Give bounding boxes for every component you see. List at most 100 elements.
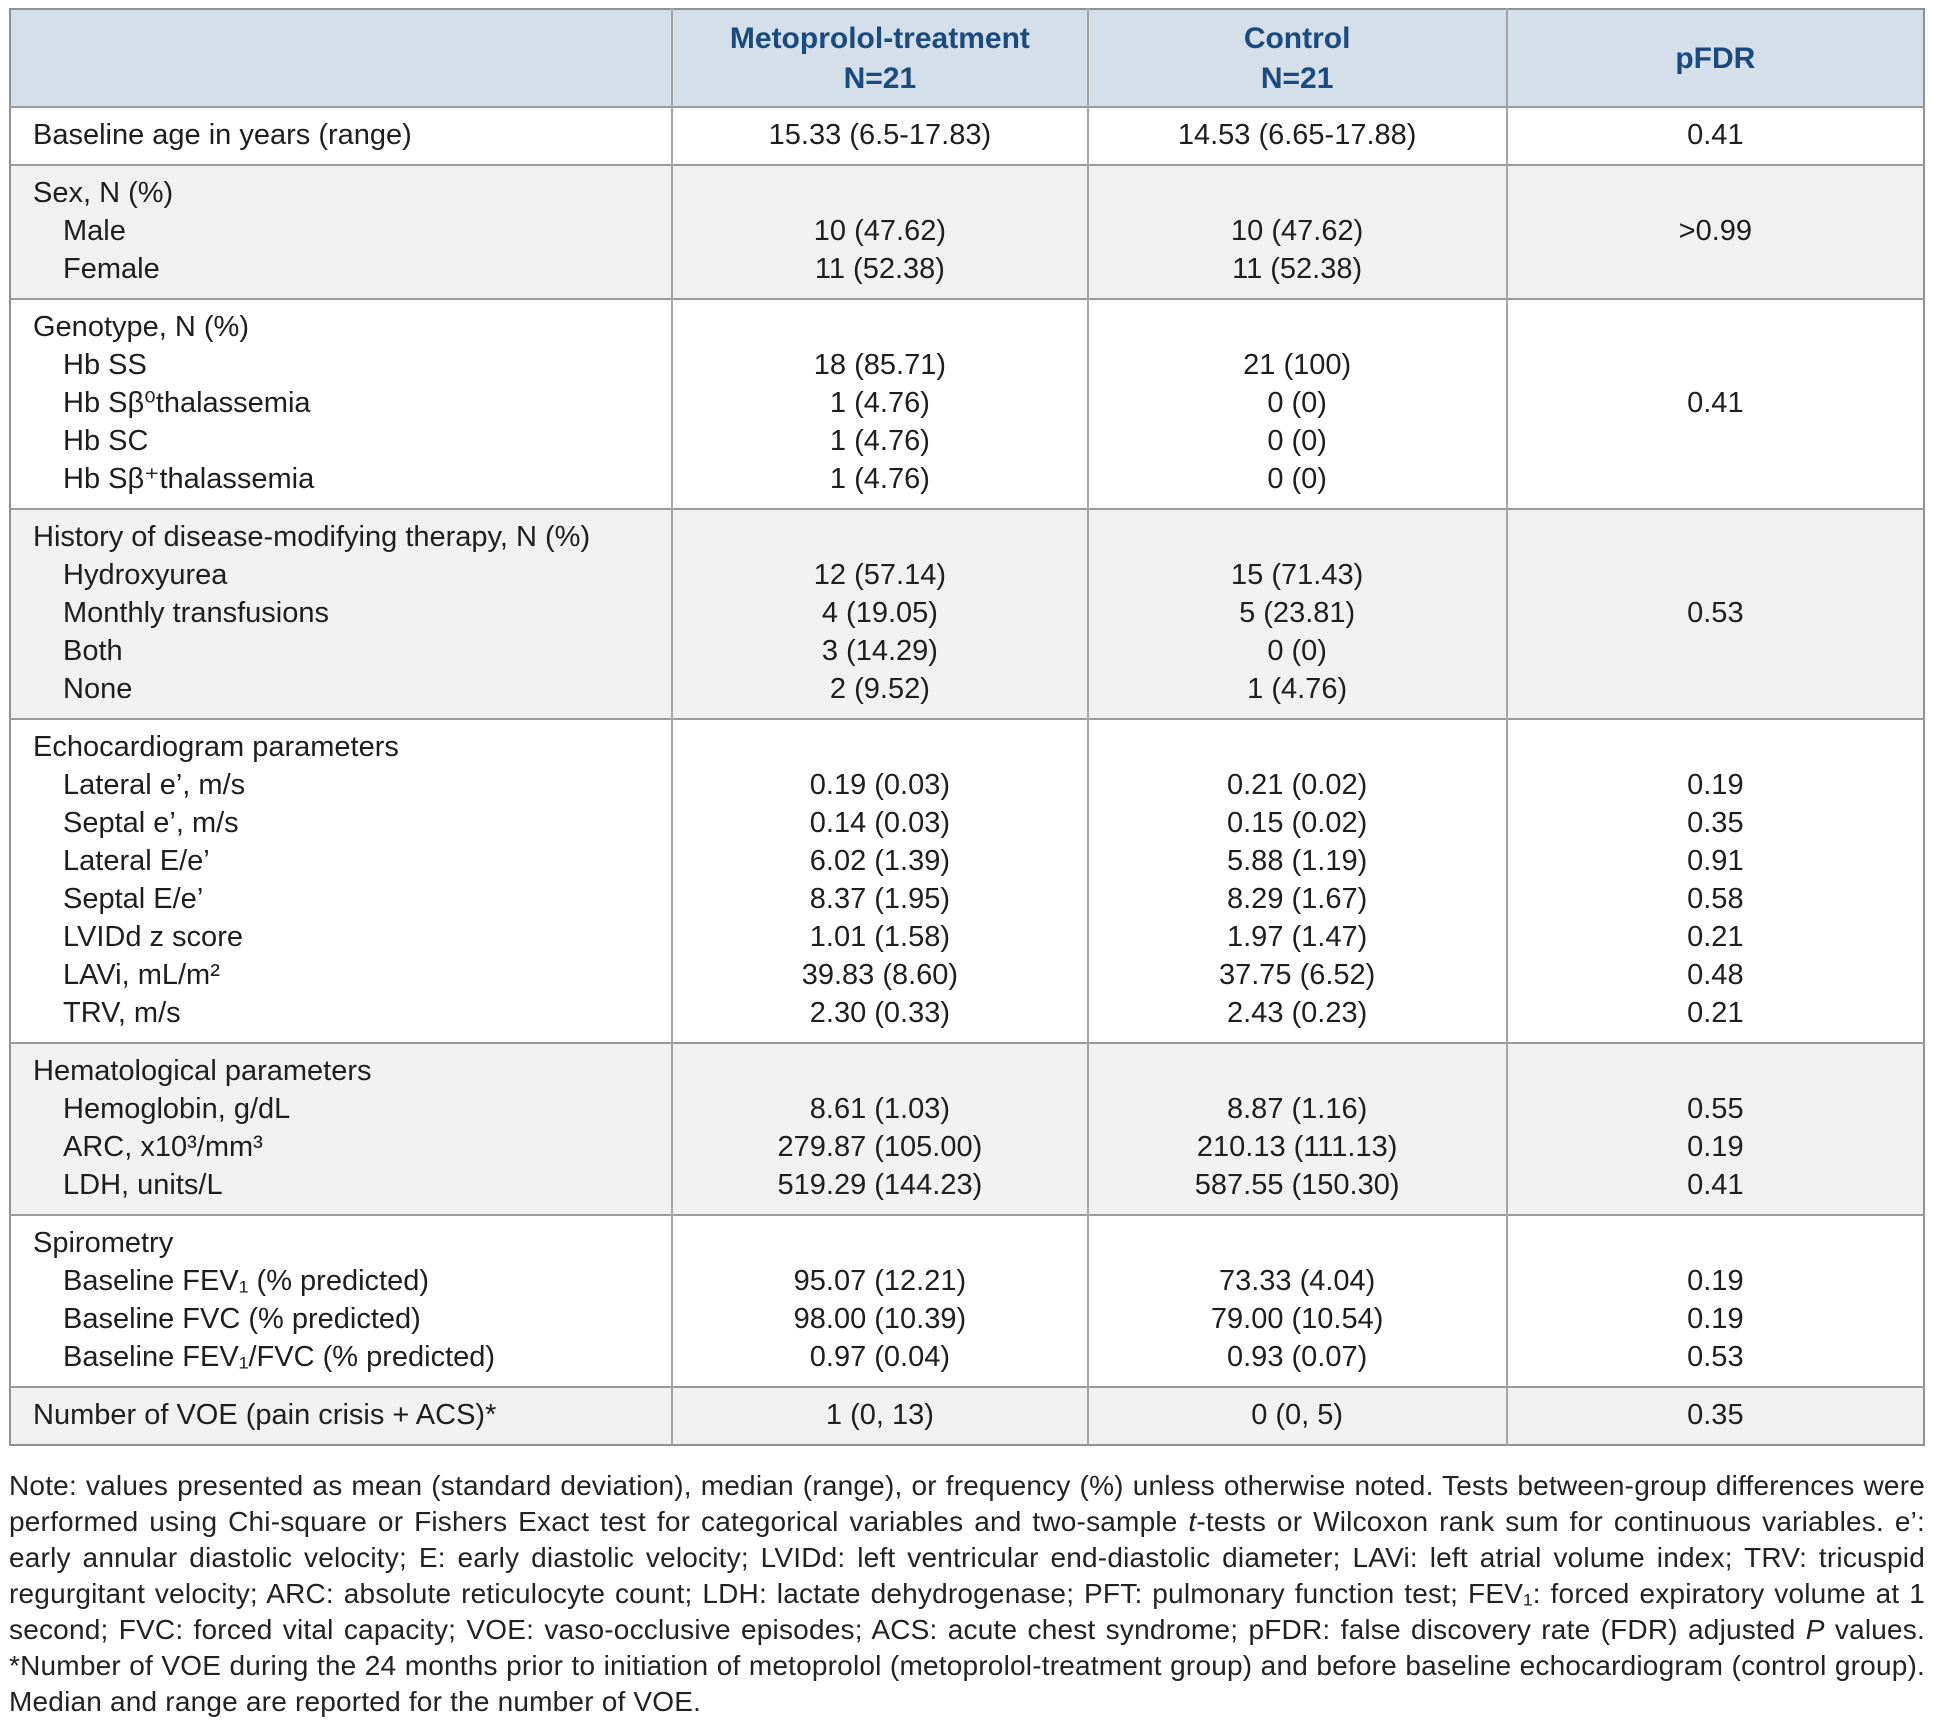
treatment-value: [671, 718, 1088, 766]
control-value: 0 (0): [1086, 422, 1507, 460]
treatment-value: [671, 508, 1088, 556]
pfdr-value: 0.19: [1505, 766, 1924, 804]
treatment-value: 0.19 (0.03): [671, 766, 1088, 804]
control-value: [1086, 508, 1507, 556]
treatment-value: 8.37 (1.95): [671, 880, 1088, 918]
table-row: Number of VOE (pain crisis + ACS)* 1 (0, …: [10, 1386, 1924, 1445]
control-value: 210.13 (111.13): [1086, 1128, 1507, 1166]
table-row: Spirometry: [10, 1214, 1924, 1262]
pfdr-value: [1505, 556, 1924, 594]
header-metoprolol-column: Metoprolol-treatment N=21: [671, 9, 1088, 107]
pfdr-value: >0.99: [1505, 212, 1924, 250]
control-value: 1.97 (1.47): [1086, 918, 1507, 956]
pfdr-value: [1505, 346, 1924, 384]
control-value: [1086, 298, 1507, 346]
row-label: Baseline FVC (% predicted): [63, 1303, 421, 1335]
row-label: None: [10, 670, 673, 719]
control-value: 1 (4.76): [1086, 670, 1507, 719]
table-row: None 2 (9.52) 1 (4.76): [10, 670, 1924, 719]
table-row: Monthly transfusions 4 (19.05) 5 (23.81) 0.…: [10, 594, 1924, 632]
pfdr-value: 0.41: [1505, 1166, 1924, 1215]
pfdr-value: 0.58: [1505, 880, 1924, 918]
pfdr-value: 0.41: [1505, 384, 1924, 422]
pfdr-value: [1505, 1214, 1924, 1262]
table-row: Hb SC 1 (4.76) 0 (0): [10, 422, 1924, 460]
control-value: 0 (0): [1086, 460, 1507, 509]
row-label: Hematological parameters: [10, 1042, 673, 1090]
row-label: TRV, m/s: [63, 997, 181, 1029]
table-row: Hb Sβ⁰thalassemia 1 (4.76) 0 (0) 0.41: [10, 384, 1924, 422]
pfdr-value: [1505, 1042, 1924, 1090]
table-row: LDH, units/L 519.29 (144.23) 587.55 (150.3…: [10, 1166, 1924, 1215]
table-section: History of disease-modifying therapy, N …: [10, 508, 1924, 719]
control-value: 11 (52.38): [1086, 250, 1507, 299]
row-label: Female: [10, 250, 673, 299]
control-value: 0.21 (0.02): [1086, 766, 1507, 804]
treatment-value: [671, 164, 1088, 212]
table-section: Sex, N (%) Male 10 (47.62) 10 (47.62) >0.99 F…: [10, 164, 1924, 299]
table-row: Hematological parameters: [10, 1042, 1924, 1090]
pfdr-value: 0.91: [1505, 842, 1924, 880]
row-label: Baseline age in years (range): [10, 106, 673, 165]
control-value: 0 (0): [1086, 384, 1507, 422]
table-row: TRV, m/s 2.30 (0.33) 2.43 (0.23) 0.21: [10, 994, 1924, 1043]
treatment-value: 4 (19.05): [671, 594, 1088, 632]
row-label: Septal E/e’: [63, 883, 204, 915]
pfdr-value: 0.19: [1505, 1300, 1924, 1338]
control-value: 21 (100): [1086, 346, 1507, 384]
treatment-value: 95.07 (12.21): [671, 1262, 1088, 1300]
table-section: Baseline age in years (range) 15.33 (6.5-…: [10, 106, 1924, 165]
header-empty-cell: [10, 9, 673, 107]
row-label: Baseline FEV₁ (% predicted): [63, 1265, 429, 1297]
treatment-value: 39.83 (8.60): [671, 956, 1088, 994]
pfdr-value: [1505, 632, 1924, 670]
table-row: Lateral e’, m/s 0.19 (0.03) 0.21 (0.02) 0.1…: [10, 766, 1924, 804]
control-value: 10 (47.62): [1086, 212, 1507, 250]
table-row: History of disease-modifying therapy, N …: [10, 508, 1924, 556]
row-label: Sex, N (%): [10, 164, 673, 212]
pfdr-value: [1505, 298, 1924, 346]
table-row: LAVi, mL/m² 39.83 (8.60) 37.75 (6.52) 0.48: [10, 956, 1924, 994]
pfdr-value: [1505, 718, 1924, 766]
table-row: Hb Sβ⁺thalassemia 1 (4.76) 0 (0): [10, 460, 1924, 509]
control-value: 37.75 (6.52): [1086, 956, 1507, 994]
treatment-value: 98.00 (10.39): [671, 1300, 1088, 1338]
table-section: Genotype, N (%) Hb SS 18 (85.71) 21 (100) Hb…: [10, 298, 1924, 509]
row-label: Hydroxyurea: [10, 556, 673, 594]
row-label: History of disease-modifying therapy, N …: [10, 508, 673, 556]
control-value: 14.53 (6.65-17.88): [1086, 106, 1507, 165]
pfdr-value: [1505, 508, 1924, 556]
row-label: Lateral E/e’: [63, 845, 210, 877]
pfdr-value: 0.35: [1505, 1386, 1924, 1445]
table-row: Baseline FVC (% predicted) 98.00 (10.39) 7…: [10, 1300, 1924, 1338]
header-line-n: N=21: [1260, 62, 1334, 95]
control-value: [1086, 1042, 1507, 1090]
table-row: Baseline FEV₁ (% predicted) 95.07 (12.21)…: [10, 1262, 1924, 1300]
table-row: Septal E/e’ 8.37 (1.95) 8.29 (1.67) 0.58: [10, 880, 1924, 918]
pfdr-value: 0.19: [1505, 1262, 1924, 1300]
treatment-value: 12 (57.14): [671, 556, 1088, 594]
treatment-value: 1 (0, 13): [671, 1386, 1088, 1445]
treatment-value: [671, 1214, 1088, 1262]
control-value: 0.93 (0.07): [1086, 1338, 1507, 1387]
treatment-value: 519.29 (144.23): [671, 1166, 1088, 1215]
control-value: [1086, 1214, 1507, 1262]
control-value: 5 (23.81): [1086, 594, 1507, 632]
treatment-value: 10 (47.62): [671, 212, 1088, 250]
table-row: Septal e’, m/s 0.14 (0.03) 0.15 (0.02) 0.35: [10, 804, 1924, 842]
treatment-value: 279.87 (105.00): [671, 1128, 1088, 1166]
treatment-value: 8.61 (1.03): [671, 1090, 1088, 1128]
table-row: Sex, N (%): [10, 164, 1924, 212]
row-label: Both: [10, 632, 673, 670]
table-row: Female 11 (52.38) 11 (52.38): [10, 250, 1924, 299]
table-row: Hemoglobin, g/dL 8.61 (1.03) 8.87 (1.16) 0.…: [10, 1090, 1924, 1128]
table-row: Echocardiogram parameters: [10, 718, 1924, 766]
row-label: Hb SS: [63, 349, 147, 381]
row-label: Number of VOE (pain crisis + ACS)*: [10, 1386, 673, 1445]
treatment-value: 1 (4.76): [671, 384, 1088, 422]
treatment-value: 1 (4.76): [671, 422, 1088, 460]
row-label: Echocardiogram parameters: [10, 718, 673, 766]
row-label: Hb Sβ⁺thalassemia: [63, 463, 315, 495]
pfdr-value: 0.19: [1505, 1128, 1924, 1166]
table-row: Hb SS 18 (85.71) 21 (100): [10, 346, 1924, 384]
